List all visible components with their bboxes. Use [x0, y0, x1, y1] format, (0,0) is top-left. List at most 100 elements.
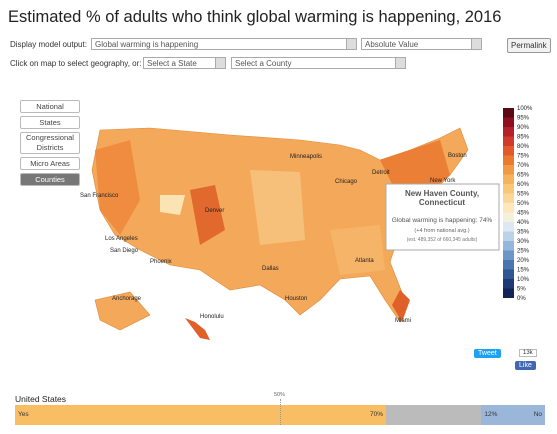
legend-swatch	[503, 212, 514, 222]
legend-swatch	[503, 108, 514, 118]
city-label: Houston	[285, 296, 307, 302]
like-count: 13k	[519, 349, 537, 357]
city-label: Anchorage	[112, 296, 142, 302]
legend-label: 15%	[517, 268, 530, 274]
legend-label: 100%	[517, 106, 533, 112]
city-label: Chicago	[335, 179, 358, 185]
legend-label: 5%	[517, 287, 526, 293]
summary-bar: Yes 70% 12% No 50%	[15, 392, 545, 425]
legend-label: 50%	[517, 201, 530, 207]
legend-swatch	[503, 231, 514, 241]
region[interactable]	[250, 170, 305, 245]
legend-swatch	[503, 269, 514, 279]
geography-button[interactable]: Micro Areas	[20, 157, 80, 170]
legend-label: 95%	[517, 116, 530, 122]
region[interactable]	[95, 140, 140, 235]
city-label: San Diego	[110, 248, 139, 254]
region[interactable]	[160, 195, 185, 215]
legend-swatch	[503, 117, 514, 127]
permalink-button[interactable]: Permalink	[507, 38, 551, 53]
tooltip-line: (+4 from national avg.)	[414, 228, 469, 234]
legend-label: 25%	[517, 249, 530, 255]
geography-button[interactable]: States	[20, 116, 80, 129]
geography-button[interactable]: National	[20, 100, 80, 113]
legend-label: 10%	[517, 277, 530, 283]
legend-label: 0%	[517, 296, 526, 302]
legend-label: 20%	[517, 258, 530, 264]
bar-label: No	[533, 411, 542, 418]
summary-title: United States	[15, 394, 67, 404]
bar-segment	[15, 405, 386, 425]
legend-swatch	[503, 165, 514, 175]
legend-label: 40%	[517, 220, 530, 226]
legend-swatch	[503, 155, 514, 165]
tooltip-line: Global warming is happening: 74%	[392, 217, 493, 224]
bar-segment	[386, 405, 482, 425]
title: Estimated % of adults who think global w…	[8, 8, 502, 26]
tooltip: New Haven County, Connecticut Global warm…	[385, 183, 500, 251]
midpoint-label: 50%	[274, 392, 286, 398]
geo-label: Click on map to select geography, or:	[10, 59, 142, 68]
legend-swatch	[503, 288, 514, 298]
city-label: Dallas	[262, 266, 279, 272]
city-label: Los Angeles	[105, 236, 138, 242]
city-label: Denver	[205, 208, 224, 214]
geography-button[interactable]: Counties	[20, 173, 80, 186]
legend-swatch	[503, 203, 514, 213]
legend-label: 55%	[517, 192, 530, 198]
legend-label: 65%	[517, 173, 530, 179]
legend-swatch	[503, 279, 514, 289]
legend-label: 70%	[517, 163, 530, 169]
city-label: Boston	[448, 153, 467, 159]
tooltip-title: New Haven County, Connecticut	[405, 189, 479, 207]
legend-label: 90%	[517, 125, 530, 131]
legend-swatch	[503, 146, 514, 156]
city-label: Phoenix	[150, 259, 172, 265]
legend-swatch	[503, 222, 514, 232]
state-select[interactable]: Select a State	[143, 57, 226, 69]
output-select[interactable]: Global warming is happening	[91, 38, 357, 50]
legend-label: 60%	[517, 182, 530, 188]
geography-button[interactable]: Congressional Districts	[20, 132, 80, 154]
legend-swatch	[503, 260, 514, 270]
county-select[interactable]: Select a County	[231, 57, 406, 69]
legend-label: 80%	[517, 144, 530, 150]
legend-swatch	[503, 193, 514, 203]
legend-label: 75%	[517, 154, 530, 160]
bar-label: 12%	[484, 411, 498, 418]
city-label: Detroit	[372, 170, 390, 176]
region[interactable]	[392, 290, 410, 322]
legend-swatch	[503, 136, 514, 146]
region[interactable]	[190, 185, 225, 245]
city-label: New York	[430, 178, 456, 184]
bar-segment	[481, 405, 545, 425]
alaska[interactable]	[94, 291, 151, 331]
legend-label: 35%	[517, 230, 530, 236]
legend-swatch	[503, 250, 514, 260]
legend-swatch	[503, 184, 514, 194]
like-button[interactable]: Like	[515, 361, 536, 370]
city-label: Miami	[395, 318, 411, 324]
display-label: Display model output:	[10, 40, 87, 49]
legend-label: 30%	[517, 239, 530, 245]
bar-label: Yes	[18, 411, 29, 418]
tooltip-line: (est. 489,352 of 660,345 adults)	[407, 237, 478, 243]
tweet-button[interactable]: Tweet	[474, 349, 501, 358]
legend-swatch	[503, 127, 514, 137]
region[interactable]	[330, 225, 385, 275]
mode-select[interactable]: Absolute Value	[361, 38, 482, 50]
city-label: Minneapolis	[290, 154, 322, 160]
legend-swatch	[503, 174, 514, 184]
legend-label: 85%	[517, 135, 530, 141]
bar-label: 70%	[369, 411, 383, 418]
midpoint-line	[280, 399, 281, 425]
city-label: Honolulu	[200, 314, 224, 320]
legend-swatch	[503, 241, 514, 251]
tooltip-box	[385, 183, 500, 251]
hawaii[interactable]	[185, 318, 210, 340]
city-label: Atlanta	[355, 258, 374, 264]
legend-label: 45%	[517, 211, 530, 217]
city-label: San Francisco	[80, 193, 119, 199]
